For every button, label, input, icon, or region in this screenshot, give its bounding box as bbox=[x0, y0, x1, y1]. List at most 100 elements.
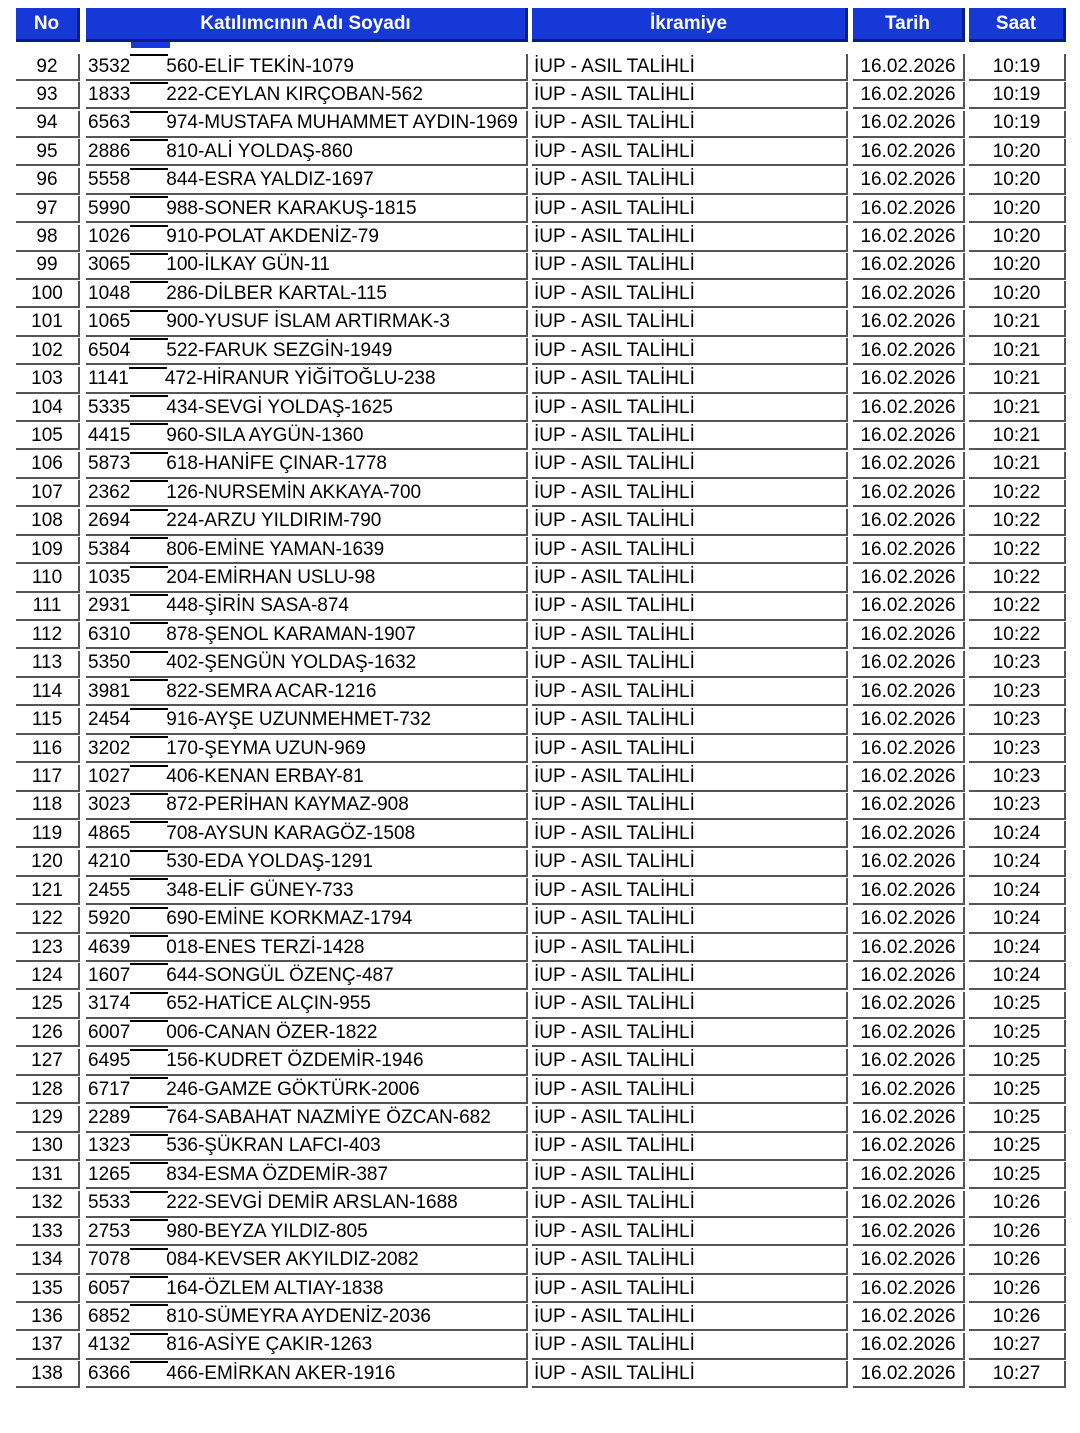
date: 16.02.2026 bbox=[853, 82, 965, 110]
row-number: 128 bbox=[16, 1077, 80, 1105]
time: 10:21 bbox=[969, 451, 1066, 479]
prize: İUP - ASIL TALİHLİ bbox=[532, 679, 848, 707]
participant-name: 3981 822-SEMRA ACAR-1216 bbox=[86, 679, 528, 707]
name-suffix: 156-KUDRET ÖZDEMİR-1946 bbox=[166, 1050, 424, 1072]
redaction bbox=[130, 82, 169, 105]
id-prefix: 3023 bbox=[88, 794, 131, 816]
row-number: 99 bbox=[16, 252, 80, 280]
time: 10:24 bbox=[969, 963, 1066, 991]
row-number: 129 bbox=[16, 1105, 80, 1133]
name-suffix: 652-HATİCE ALÇIN-955 bbox=[166, 993, 371, 1015]
name-suffix: 960-SILA AYGÜN-1360 bbox=[166, 424, 364, 446]
time: 10:24 bbox=[969, 849, 1066, 877]
id-prefix: 3981 bbox=[88, 680, 131, 702]
id-prefix: 5350 bbox=[88, 652, 131, 674]
name-suffix: 204-EMİRHAN USLU-98 bbox=[166, 567, 376, 589]
prize: İUP - ASIL TALİHLİ bbox=[532, 508, 848, 536]
time: 10:22 bbox=[969, 508, 1066, 536]
redaction bbox=[130, 1304, 169, 1327]
participant-name: 7078 084-KEVSER AKYILDIZ-2082 bbox=[86, 1247, 528, 1275]
row-number: 122 bbox=[16, 906, 80, 934]
name-suffix: 872-PERİHAN KAYMAZ-908 bbox=[166, 794, 409, 816]
participant-name: 3202 170-ŞEYMA UZUN-969 bbox=[86, 736, 528, 764]
date: 16.02.2026 bbox=[853, 593, 965, 621]
redaction bbox=[130, 338, 169, 361]
time: 10:26 bbox=[969, 1304, 1066, 1332]
id-prefix: 5873 bbox=[88, 453, 131, 475]
time: 10:27 bbox=[969, 1361, 1066, 1389]
redaction bbox=[130, 110, 169, 133]
participant-name: 5533 222-SEVGİ DEMİR ARSLAN-1688 bbox=[86, 1190, 528, 1218]
redaction bbox=[130, 537, 169, 560]
prize: İUP - ASIL TALİHLİ bbox=[532, 593, 848, 621]
date: 16.02.2026 bbox=[853, 281, 965, 309]
name-suffix: 810-ALİ YOLDAŞ-860 bbox=[166, 140, 353, 162]
row-number: 116 bbox=[16, 736, 80, 764]
name-suffix: 834-ESMA ÖZDEMİR-387 bbox=[166, 1163, 389, 1185]
name-suffix: 222-SEVGİ DEMİR ARSLAN-1688 bbox=[166, 1192, 458, 1214]
id-prefix: 6366 bbox=[88, 1362, 131, 1384]
time: 10:26 bbox=[969, 1219, 1066, 1247]
row-number: 132 bbox=[16, 1190, 80, 1218]
id-prefix: 2362 bbox=[88, 481, 131, 503]
id-prefix: 1141 bbox=[88, 368, 129, 390]
date: 16.02.2026 bbox=[853, 1048, 965, 1076]
row-number: 111 bbox=[16, 593, 80, 621]
prize: İUP - ASIL TALİHLİ bbox=[532, 1162, 848, 1190]
date: 16.02.2026 bbox=[853, 991, 965, 1019]
name-suffix: 816-ASİYE ÇAKIR-1263 bbox=[166, 1334, 373, 1356]
row-number: 92 bbox=[16, 54, 80, 81]
row-number: 97 bbox=[16, 196, 80, 224]
header-prize: İkramiye bbox=[532, 8, 848, 42]
date: 16.02.2026 bbox=[853, 252, 965, 280]
name-suffix: 406-KENAN ERBAY-81 bbox=[166, 766, 364, 787]
participant-name: 4132 816-ASİYE ÇAKIR-1263 bbox=[86, 1332, 528, 1360]
date: 16.02.2026 bbox=[853, 565, 965, 593]
participant-name: 5920 690-EMİNE KORKMAZ-1794 bbox=[86, 906, 528, 934]
prize: İUP - ASIL TALİHLİ bbox=[532, 1133, 848, 1161]
time: 10:25 bbox=[969, 1020, 1066, 1048]
time: 10:23 bbox=[969, 764, 1066, 792]
time: 10:21 bbox=[969, 338, 1066, 366]
time: 10:23 bbox=[969, 707, 1066, 735]
participant-name: 6717 246-GAMZE GÖKTÜRK-2006 bbox=[86, 1077, 528, 1105]
name-suffix: 764-SABAHAT NAZMİYE ÖZCAN-682 bbox=[166, 1107, 491, 1129]
date: 16.02.2026 bbox=[853, 423, 965, 451]
time: 10:25 bbox=[969, 1105, 1066, 1133]
time: 10:20 bbox=[969, 224, 1066, 252]
participant-name: 6563 974-MUSTAFA MUHAMMET AYDIN-1969 bbox=[86, 110, 528, 138]
name-suffix: 844-ESRA YALDIZ-1697 bbox=[166, 169, 374, 191]
name-suffix: 810-SÜMEYRA AYDENİZ-2036 bbox=[166, 1305, 431, 1327]
time: 10:22 bbox=[969, 622, 1066, 650]
redaction bbox=[130, 480, 169, 503]
header-tab bbox=[131, 42, 170, 48]
id-prefix: 1265 bbox=[88, 1163, 131, 1185]
row-number: 95 bbox=[16, 139, 80, 167]
prize: İUP - ASIL TALİHLİ bbox=[532, 451, 848, 479]
participant-name: 5335 434-SEVGİ YOLDAŞ-1625 bbox=[86, 395, 528, 423]
redaction bbox=[130, 593, 169, 616]
redaction bbox=[130, 650, 169, 673]
row-number: 131 bbox=[16, 1162, 80, 1190]
prize: İUP - ASIL TALİHLİ bbox=[532, 366, 848, 394]
participant-name: 5384 806-EMİNE YAMAN-1639 bbox=[86, 537, 528, 565]
row-number: 96 bbox=[16, 167, 80, 195]
redaction bbox=[130, 963, 169, 986]
row-number: 113 bbox=[16, 650, 80, 678]
name-suffix: 980-BEYZA YILDIZ-805 bbox=[166, 1220, 368, 1242]
date: 16.02.2026 bbox=[853, 537, 965, 565]
prize: İUP - ASIL TALİHLİ bbox=[532, 1361, 848, 1389]
row-number: 108 bbox=[16, 508, 80, 536]
prize: İUP - ASIL TALİHLİ bbox=[532, 281, 848, 309]
prize: İUP - ASIL TALİHLİ bbox=[532, 906, 848, 934]
prize: İUP - ASIL TALİHLİ bbox=[532, 1077, 848, 1105]
participant-name: 3023 872-PERİHAN KAYMAZ-908 bbox=[86, 792, 528, 820]
redaction bbox=[130, 196, 169, 219]
header-no: No bbox=[16, 8, 80, 42]
name-suffix: 988-SONER KARAKUŞ-1815 bbox=[166, 197, 417, 219]
id-prefix: 3174 bbox=[88, 993, 131, 1015]
time: 10:22 bbox=[969, 593, 1066, 621]
id-prefix: 3065 bbox=[88, 254, 131, 276]
date: 16.02.2026 bbox=[853, 1077, 965, 1105]
